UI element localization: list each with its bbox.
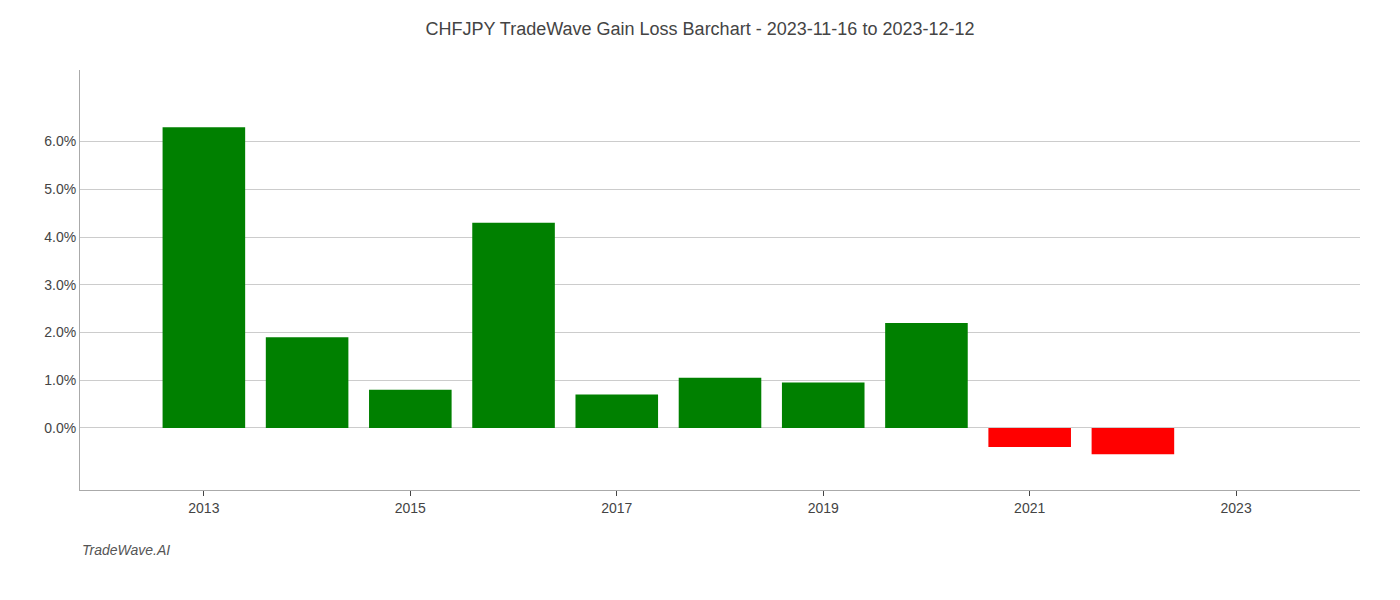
svg-text:6.0%: 6.0%: [44, 133, 76, 149]
svg-text:5.0%: 5.0%: [44, 181, 76, 197]
svg-text:2017: 2017: [601, 500, 632, 516]
svg-text:TradeWave.AI: TradeWave.AI: [82, 542, 170, 558]
svg-text:2015: 2015: [395, 500, 426, 516]
svg-text:0.0%: 0.0%: [44, 420, 76, 436]
svg-text:1.0%: 1.0%: [44, 372, 76, 388]
svg-text:2021: 2021: [1014, 500, 1045, 516]
svg-text:2023: 2023: [1221, 500, 1252, 516]
svg-text:2019: 2019: [808, 500, 839, 516]
svg-text:2013: 2013: [188, 500, 219, 516]
svg-text:4.0%: 4.0%: [44, 229, 76, 245]
svg-text:2.0%: 2.0%: [44, 324, 76, 340]
svg-text:CHFJPY TradeWave Gain Loss Bar: CHFJPY TradeWave Gain Loss Barchart - 20…: [426, 19, 975, 39]
svg-text:3.0%: 3.0%: [44, 277, 76, 293]
